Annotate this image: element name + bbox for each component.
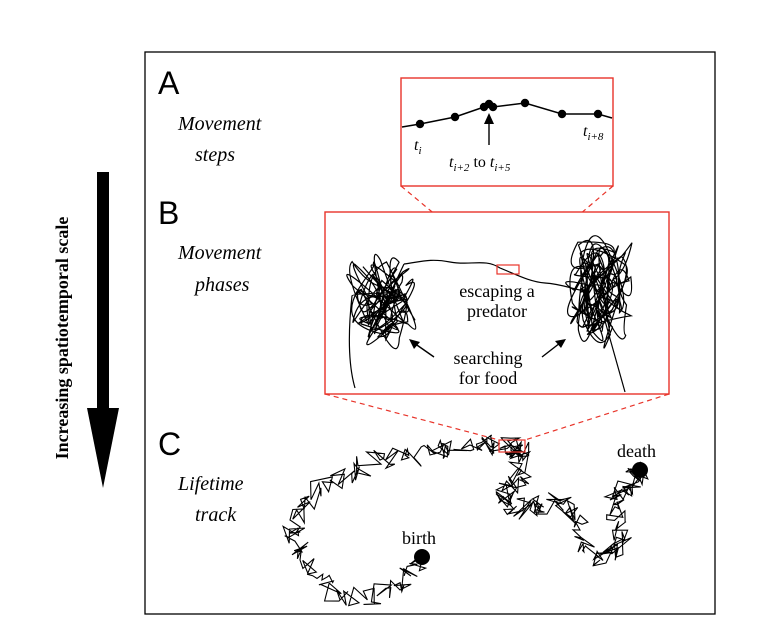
track-inner-box <box>498 439 526 453</box>
panel-caption-b-line2: phases <box>193 274 250 296</box>
step-point <box>520 98 530 108</box>
scale-arrow-shaft <box>97 172 109 410</box>
lifetime-track <box>282 434 649 607</box>
zoom-connector <box>324 393 500 441</box>
step-point <box>488 102 498 112</box>
step-pointer-arrow <box>484 113 494 145</box>
search-label-line1: searching <box>454 348 523 368</box>
side-label: Increasing spatiotemporal scale <box>52 217 72 460</box>
label-t-i8: ti+8 <box>583 123 604 143</box>
panel-caption-a-line1: Movement <box>177 113 262 135</box>
birth-label: birth <box>402 528 436 548</box>
step-point <box>557 109 567 119</box>
panel-letter-b: B <box>158 195 179 231</box>
step-point <box>415 119 425 129</box>
panel-caption-c-line2: track <box>195 504 237 526</box>
panel-letter-a: A <box>158 65 180 101</box>
panel-letter-c: C <box>158 426 181 462</box>
escape-label-line2: predator <box>467 301 527 321</box>
scale-arrow <box>87 172 119 488</box>
zoom-connector <box>400 185 498 267</box>
figure-frame <box>144 51 716 615</box>
search-label-line2: for food <box>459 368 517 388</box>
phases-inner-box <box>496 264 520 275</box>
panel-caption-a-line2: steps <box>195 144 235 166</box>
search-arrow-left <box>409 339 435 358</box>
label-t-range: ti+2 to ti+5 <box>449 154 511 174</box>
steps-zoom-box <box>400 77 614 187</box>
birth-marker <box>414 549 430 565</box>
panel-caption-b-line1: Movement <box>177 242 262 264</box>
phases-path <box>346 235 634 393</box>
scale-arrow-head <box>87 408 119 488</box>
search-arrow-right <box>541 339 566 358</box>
step-point <box>450 112 460 122</box>
step-point <box>593 109 603 119</box>
zoom-connector <box>524 393 670 441</box>
death-marker <box>632 462 648 478</box>
label-t-i: ti <box>414 137 422 157</box>
panel-caption-c-line1: Lifetime <box>177 473 244 495</box>
death-label: death <box>617 441 656 461</box>
escape-label-line1: escaping a <box>459 281 534 301</box>
step-points <box>415 98 603 129</box>
